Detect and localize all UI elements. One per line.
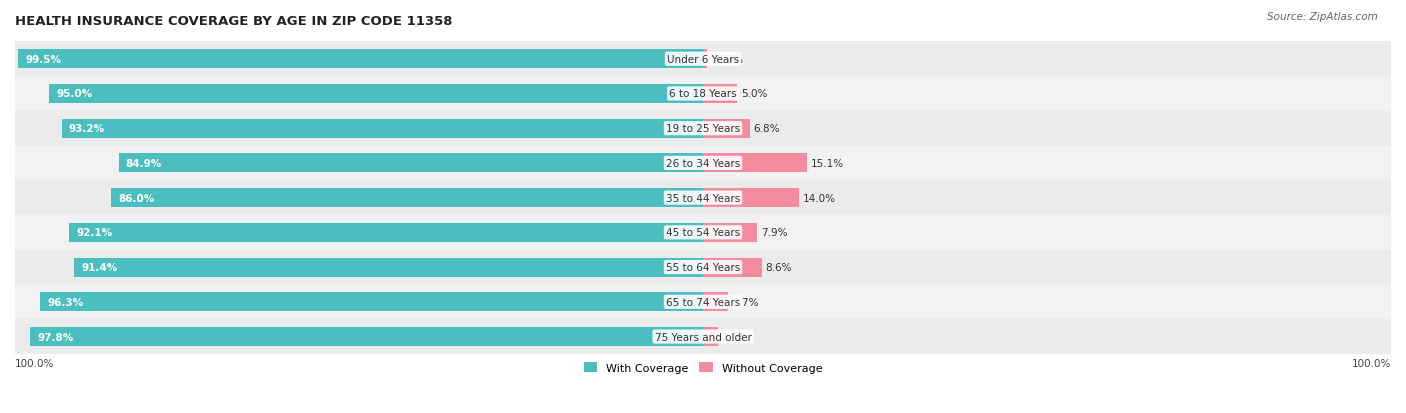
Text: 15.1%: 15.1% [810,159,844,169]
Bar [15,285,1391,319]
Legend: With Coverage, Without Coverage: With Coverage, Without Coverage [579,358,827,377]
Text: 93.2%: 93.2% [69,124,105,134]
Bar [69,223,703,242]
Text: 35 to 44 Years: 35 to 44 Years [666,193,740,203]
Text: 26 to 34 Years: 26 to 34 Years [666,159,740,169]
Bar [75,258,703,277]
Text: 5.0%: 5.0% [741,89,768,99]
Text: 45 to 54 Years: 45 to 54 Years [666,228,740,238]
Text: 3.7%: 3.7% [733,297,758,307]
Text: Source: ZipAtlas.com: Source: ZipAtlas.com [1267,12,1378,22]
Text: 19 to 25 Years: 19 to 25 Years [666,124,740,134]
Text: 6 to 18 Years: 6 to 18 Years [669,89,737,99]
Bar [15,319,1391,354]
Bar [15,146,1391,181]
Text: 7.9%: 7.9% [761,228,787,238]
Text: 75 Years and older: 75 Years and older [655,332,751,342]
Text: Under 6 Years: Under 6 Years [666,55,740,64]
Bar [703,119,749,138]
Text: 95.0%: 95.0% [56,89,93,99]
Bar [15,112,1391,146]
Bar [30,327,703,346]
Text: 14.0%: 14.0% [803,193,835,203]
Bar [120,154,703,173]
Text: 96.3%: 96.3% [48,297,83,307]
Text: 2.2%: 2.2% [721,332,748,342]
Bar [15,181,1391,216]
Text: 55 to 64 Years: 55 to 64 Years [666,262,740,273]
Bar [15,42,1391,77]
Bar [703,154,807,173]
Text: 84.9%: 84.9% [125,159,162,169]
Bar [703,189,800,208]
Bar [15,250,1391,285]
Bar [703,258,762,277]
Text: 97.8%: 97.8% [37,332,73,342]
Text: 91.4%: 91.4% [82,262,117,273]
Bar [703,327,718,346]
Bar [41,292,703,311]
Text: 100.0%: 100.0% [15,358,55,368]
Bar [703,223,758,242]
Text: 100.0%: 100.0% [1351,358,1391,368]
Text: HEALTH INSURANCE COVERAGE BY AGE IN ZIP CODE 11358: HEALTH INSURANCE COVERAGE BY AGE IN ZIP … [15,15,453,28]
Bar [62,119,703,138]
Text: 65 to 74 Years: 65 to 74 Years [666,297,740,307]
Text: 99.5%: 99.5% [25,55,62,64]
Text: 92.1%: 92.1% [76,228,112,238]
Bar [703,85,737,104]
Text: 0.53%: 0.53% [710,55,744,64]
Text: 6.8%: 6.8% [754,124,780,134]
Bar [111,189,703,208]
Bar [18,50,703,69]
Bar [49,85,703,104]
Bar [703,292,728,311]
Bar [703,50,707,69]
Text: 8.6%: 8.6% [766,262,792,273]
Bar [15,77,1391,112]
Text: 86.0%: 86.0% [118,193,155,203]
Bar [15,216,1391,250]
